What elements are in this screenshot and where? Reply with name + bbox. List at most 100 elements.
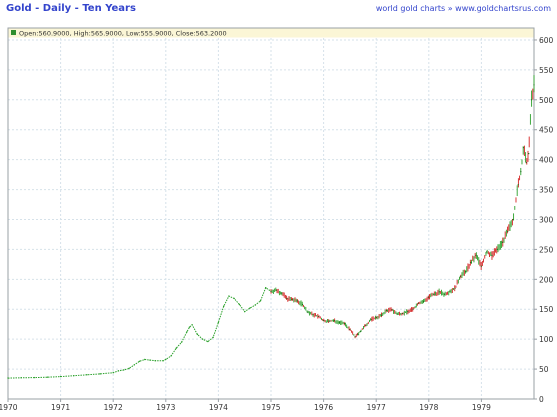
data-point (344, 323, 346, 325)
data-point (475, 254, 477, 256)
data-point (370, 318, 372, 321)
data-point (512, 218, 514, 221)
data-point (154, 360, 156, 362)
data-point (259, 300, 262, 302)
data-point (275, 289, 277, 291)
data-point (443, 293, 446, 295)
data-point (265, 287, 267, 289)
data-point (386, 309, 388, 312)
x-tick-label: 1971 (51, 403, 70, 412)
data-point (228, 295, 230, 297)
data-point (117, 370, 120, 372)
data-point (244, 310, 246, 313)
data-point (501, 241, 504, 243)
data-point (333, 320, 335, 322)
x-tick-label: 1975 (261, 403, 280, 412)
y-tick-label: 350 (539, 186, 554, 195)
data-point (422, 300, 425, 303)
data-point (465, 270, 467, 273)
data-point (522, 147, 525, 149)
data-point (207, 340, 209, 343)
data-point (170, 355, 172, 357)
data-point (454, 287, 456, 289)
data-point (7, 377, 9, 379)
data-point (307, 311, 309, 313)
data-point (180, 341, 183, 343)
data-point (533, 84, 535, 86)
data-point (196, 333, 199, 336)
data-point (191, 324, 193, 326)
data-point (175, 347, 178, 349)
data-point (380, 314, 383, 316)
data-point (238, 303, 241, 306)
x-tick-label: 1978 (419, 403, 438, 412)
legend-marker-icon (11, 30, 16, 35)
y-tick-label: 200 (539, 275, 554, 284)
data-point (459, 275, 461, 277)
data-point (296, 300, 298, 302)
data-point (349, 328, 351, 331)
data-point (33, 376, 35, 379)
data-point (449, 290, 451, 292)
data-point (286, 297, 288, 300)
chart-title: Gold - Daily - Ten Years (6, 3, 136, 14)
data-point (507, 230, 509, 233)
data-point (417, 302, 419, 304)
data-point (212, 336, 214, 339)
x-tick-label: 1973 (156, 403, 175, 412)
data-point (480, 265, 482, 267)
data-point (222, 305, 225, 307)
y-tick-label: 400 (539, 156, 554, 165)
data-point (186, 331, 188, 333)
data-point (133, 364, 135, 366)
source-link[interactable]: world gold charts » www.goldchartsrus.co… (375, 4, 551, 13)
data-point (144, 358, 146, 361)
data-point (201, 338, 204, 340)
series-line-early (7, 286, 272, 379)
data-point (496, 248, 498, 251)
data-point (270, 290, 272, 292)
data-point (312, 314, 314, 316)
data-point (491, 254, 493, 256)
data-point (128, 367, 130, 370)
data-point (412, 308, 414, 310)
data-point (249, 307, 251, 309)
x-tick-label: 1977 (367, 403, 386, 412)
data-point (428, 296, 430, 298)
data-point (338, 321, 340, 324)
data-point (357, 333, 359, 335)
data-point (365, 324, 367, 326)
data-point (99, 373, 101, 375)
data-point (438, 291, 440, 293)
data-point (112, 371, 114, 374)
data-point (280, 292, 283, 294)
data-point (525, 162, 527, 164)
data-point (323, 320, 325, 322)
y-tick-label: 550 (539, 66, 554, 75)
y-tick-label: 0 (539, 395, 544, 404)
ohlc-info-bar (8, 28, 534, 38)
plot-background (8, 28, 534, 399)
data-point (291, 299, 293, 301)
x-tick-label: 1976 (314, 403, 333, 412)
data-point (301, 303, 304, 306)
data-point (433, 293, 435, 295)
data-point (354, 336, 356, 338)
y-tick-label: 100 (539, 335, 554, 344)
data-point (520, 171, 522, 173)
data-point (217, 321, 220, 324)
ohlc-text: Open:560.9000, High:565.9000, Low:555.90… (19, 30, 227, 38)
x-tick-label: 1974 (209, 403, 228, 412)
data-point (328, 320, 330, 322)
y-tick-label: 500 (539, 96, 554, 105)
x-tick-label: 1970 (0, 403, 18, 412)
data-point (401, 312, 404, 315)
y-tick-label: 450 (539, 126, 554, 135)
y-tick-label: 250 (539, 245, 554, 254)
data-point (233, 297, 235, 300)
x-tick-label: 1979 (472, 403, 491, 412)
x-tick-label: 1972 (104, 403, 123, 412)
data-point (46, 376, 49, 378)
data-point (470, 261, 472, 264)
